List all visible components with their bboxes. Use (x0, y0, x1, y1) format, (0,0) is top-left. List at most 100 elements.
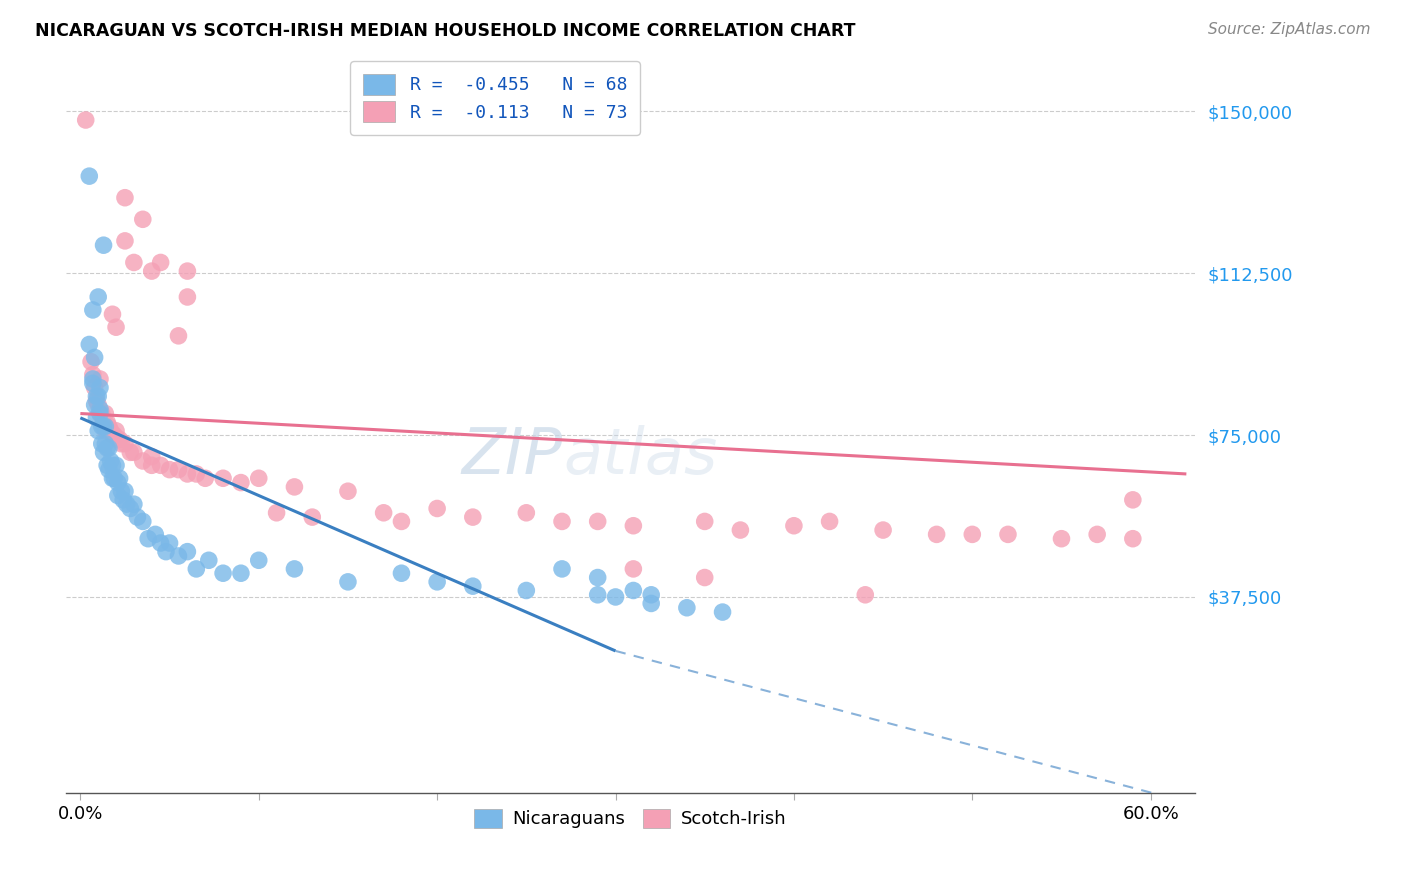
Point (186, 467, 208, 481)
Point (461, 579, 484, 593)
Point (711, 605, 734, 619)
Point (693, 570, 716, 584)
Point (229, 566, 252, 581)
Point (122, 497, 145, 511)
Point (141, 450, 163, 464)
Point (141, 264, 163, 278)
Point (176, 290, 198, 304)
Text: ZIP: ZIP (461, 425, 562, 487)
Point (96, 441, 118, 455)
Point (103, 428, 125, 442)
Point (101, 458, 124, 473)
Point (122, 255, 145, 269)
Point (1122, 492, 1144, 507)
Point (149, 536, 172, 550)
Point (1050, 532, 1073, 546)
Point (82, 372, 104, 386)
Point (640, 596, 662, 610)
Point (212, 471, 235, 485)
Point (115, 497, 138, 511)
Point (247, 553, 270, 567)
Point (997, 527, 1019, 541)
Point (107, 433, 129, 447)
Point (515, 583, 537, 598)
Point (114, 436, 136, 450)
Point (89, 381, 111, 395)
Point (853, 588, 876, 602)
Point (94, 424, 117, 438)
Point (373, 506, 395, 520)
Point (108, 433, 131, 447)
Point (159, 462, 181, 476)
Point (83, 398, 105, 412)
Point (97, 462, 120, 476)
Point (105, 424, 128, 438)
Point (75, 113, 97, 128)
Point (336, 574, 359, 589)
Point (80, 355, 103, 369)
Point (167, 328, 190, 343)
Text: atlas: atlas (562, 425, 717, 487)
Point (551, 562, 574, 576)
Point (621, 562, 644, 576)
Point (86, 410, 108, 425)
Point (149, 255, 172, 269)
Point (212, 566, 235, 581)
Point (515, 506, 537, 520)
Point (149, 458, 172, 473)
Point (872, 523, 894, 537)
Point (132, 454, 155, 468)
Point (176, 264, 198, 278)
Point (551, 515, 574, 529)
Point (132, 212, 155, 227)
Point (586, 588, 609, 602)
Point (87, 290, 110, 304)
Point (90, 407, 112, 421)
Point (1122, 532, 1144, 546)
Point (90, 436, 112, 450)
Point (247, 471, 270, 485)
Point (143, 527, 166, 541)
Point (107, 489, 129, 503)
Point (96, 415, 118, 429)
Point (89, 407, 111, 421)
Point (301, 510, 323, 524)
Point (167, 462, 190, 476)
Point (107, 475, 129, 490)
Point (83, 351, 105, 365)
Point (87, 424, 110, 438)
Point (83, 381, 105, 395)
Point (90, 419, 112, 434)
Point (110, 484, 132, 499)
Point (283, 480, 305, 494)
Point (136, 532, 159, 546)
Point (94, 436, 117, 450)
Point (925, 527, 948, 541)
Point (229, 475, 252, 490)
Point (114, 484, 136, 499)
Point (818, 515, 841, 529)
Point (82, 376, 104, 391)
Point (87, 389, 110, 403)
Point (194, 471, 217, 485)
Point (461, 510, 484, 524)
Point (122, 445, 145, 459)
Point (693, 515, 716, 529)
Point (676, 600, 699, 615)
Point (101, 471, 124, 485)
Point (97, 419, 120, 434)
Point (93, 415, 115, 429)
Point (1085, 527, 1108, 541)
Point (730, 523, 752, 537)
Point (82, 368, 104, 382)
Point (94, 407, 117, 421)
Point (605, 590, 627, 604)
Point (103, 471, 125, 485)
Point (186, 562, 208, 576)
Point (586, 515, 609, 529)
Point (108, 471, 131, 485)
Point (79, 169, 101, 183)
Point (97, 441, 120, 455)
Point (176, 544, 198, 558)
Text: NICARAGUAN VS SCOTCH-IRISH MEDIAN HOUSEHOLD INCOME CORRELATION CHART: NICARAGUAN VS SCOTCH-IRISH MEDIAN HOUSEH… (35, 22, 856, 40)
